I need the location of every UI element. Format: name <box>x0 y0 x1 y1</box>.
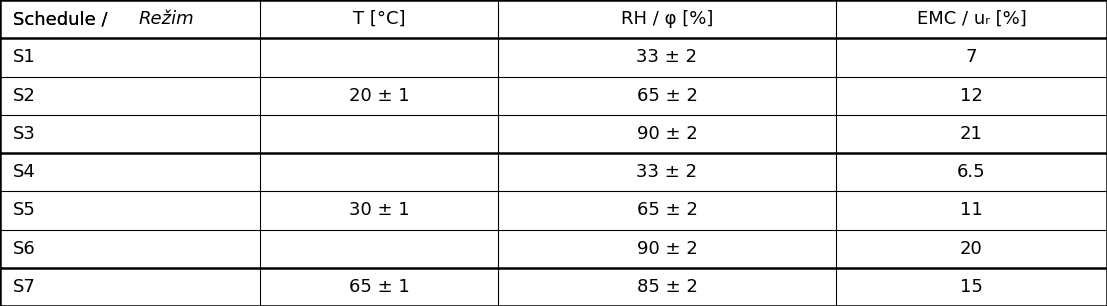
Text: 90 ± 2: 90 ± 2 <box>637 240 697 258</box>
Text: 85 ± 2: 85 ± 2 <box>637 278 697 296</box>
Text: Schedule /: Schedule / <box>13 10 114 28</box>
Text: 15: 15 <box>960 278 983 296</box>
Text: Schedule /: Schedule / <box>13 10 114 28</box>
Text: Schedule / Režim: Schedule / Režim <box>13 10 168 28</box>
Text: 33 ± 2: 33 ± 2 <box>637 163 697 181</box>
Text: Režim: Režim <box>138 10 194 28</box>
Text: 33 ± 2: 33 ± 2 <box>637 48 697 66</box>
Text: 65 ± 2: 65 ± 2 <box>637 87 697 105</box>
Text: 90 ± 2: 90 ± 2 <box>637 125 697 143</box>
Text: S7: S7 <box>13 278 37 296</box>
Text: 12: 12 <box>960 87 983 105</box>
Text: RH / φ [%]: RH / φ [%] <box>621 10 713 28</box>
Text: T [°C]: T [°C] <box>353 10 405 28</box>
Text: 30 ± 1: 30 ± 1 <box>349 201 410 219</box>
Text: 65 ± 1: 65 ± 1 <box>349 278 410 296</box>
Text: 20: 20 <box>960 240 983 258</box>
Text: 65 ± 2: 65 ± 2 <box>637 201 697 219</box>
Text: S6: S6 <box>13 240 37 258</box>
Text: 20 ± 1: 20 ± 1 <box>349 87 410 105</box>
Text: 7: 7 <box>965 48 977 66</box>
Text: 11: 11 <box>960 201 983 219</box>
Text: S1: S1 <box>13 48 37 66</box>
Text: 21: 21 <box>960 125 983 143</box>
Text: S3: S3 <box>13 125 37 143</box>
Text: S2: S2 <box>13 87 37 105</box>
Text: S4: S4 <box>13 163 37 181</box>
Text: 6.5: 6.5 <box>958 163 985 181</box>
Text: EMC / uᵣ [%]: EMC / uᵣ [%] <box>917 10 1026 28</box>
Text: S5: S5 <box>13 201 37 219</box>
